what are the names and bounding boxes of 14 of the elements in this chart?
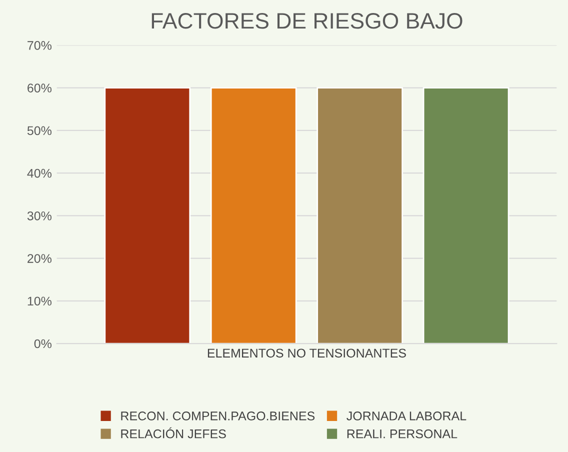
legend-label: REALI. PERSONAL	[347, 429, 458, 438]
legend-label: RECON. COMPEN.PAGO.BIENES	[121, 412, 315, 420]
y-tick-label: 30%	[27, 211, 52, 220]
x-tick-label: ELEMENTOS NO TENSIONANTES	[208, 348, 406, 358]
legend-label: JORNADA LABORAL	[346, 412, 466, 420]
legend-label: RELACIÓN JEFES	[121, 427, 226, 438]
y-tick-label: 20%	[28, 254, 52, 263]
y-tick-label: 0%	[34, 339, 52, 348]
chart-title: FACTORES DE RIESGO BAJO	[152, 13, 462, 29]
y-tick-label: 60%	[28, 84, 52, 92]
y-tick-label: 50%	[27, 126, 52, 136]
y-tick-label: 70%	[28, 41, 52, 50]
y-tick-label: 10%	[28, 296, 52, 306]
y-tick-label: 40%	[27, 168, 52, 178]
